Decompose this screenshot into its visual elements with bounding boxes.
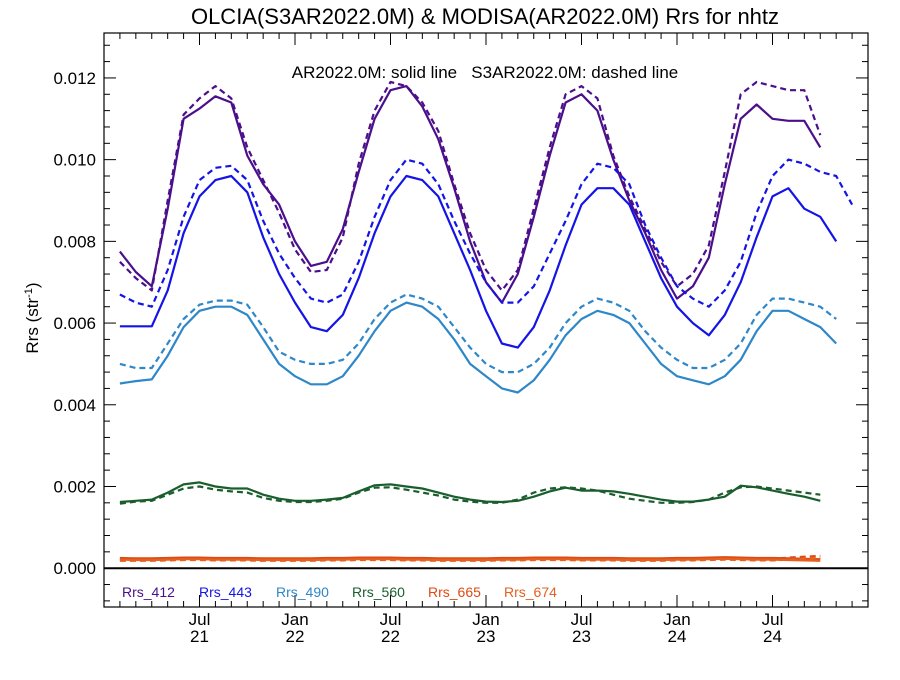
chart-title: OLCIA(S3AR2022.0M) & MODISA(AR2022.0M) R… (191, 4, 779, 29)
series-line-rrs-490-dashed (119, 293, 837, 374)
y-tick-label: 0.010 (53, 151, 96, 170)
chart-annotation: AR2022.0M: solid line S3AR2022.0M: dashe… (292, 63, 679, 82)
legend-entry-rrs-674: Rrs_674 (504, 584, 557, 600)
x-tick-label-year: 22 (286, 627, 305, 646)
series-line-rrs-674-dashed (119, 556, 821, 562)
legend-entry-rrs-412: Rrs_412 (122, 584, 175, 600)
legend-entry-rrs-560: Rrs_560 (352, 584, 405, 600)
series-line-rrs-443-dashed (119, 158, 854, 308)
legend-entry-rrs-665: Rrs_665 (428, 584, 481, 600)
x-tick-label-month: Jul (762, 610, 784, 629)
y-axis-label: Rrs (str-1) (23, 282, 42, 353)
x-tick-label-month: Jan (281, 610, 308, 629)
x-tick-label-year: 24 (763, 627, 782, 646)
series-line-rrs-412-dashed (119, 80, 822, 292)
legend-entry-rrs-443: Rrs_443 (199, 584, 252, 600)
y-tick-label: 0.008 (53, 232, 96, 251)
x-tick-label-year: 21 (190, 627, 209, 646)
x-tick-label-year: 23 (477, 627, 496, 646)
y-tick-label: 0.012 (53, 69, 96, 88)
y-axis-label-superscript: -1 (23, 288, 35, 298)
x-tick-label-year: 24 (668, 627, 687, 646)
y-axis-label-end: ) (23, 282, 42, 288)
y-tick-label: 0.004 (53, 396, 96, 415)
series-line-rrs-412-solid (119, 84, 822, 304)
x-tick-label-month: Jul (571, 610, 593, 629)
series-line-rrs-490-solid (119, 301, 837, 394)
x-tick-label-month: Jan (663, 610, 690, 629)
y-axis-label-main: Rrs (str (23, 298, 42, 354)
x-tick-label-month: Jul (380, 610, 402, 629)
x-tick-label-year: 22 (381, 627, 400, 646)
x-tick-label-month: Jan (472, 610, 499, 629)
series-line-rrs-443-solid (119, 174, 838, 349)
x-tick-label-month: Jul (189, 610, 211, 629)
series-line-rrs-560-dashed (119, 485, 821, 505)
x-tick-label-year: 23 (572, 627, 591, 646)
y-tick-label: 0.006 (53, 314, 96, 333)
y-tick-label: 0.002 (53, 477, 96, 496)
plot-area: 0.0000.0020.0040.0060.0080.0100.012Jul21… (53, 32, 869, 646)
y-tick-label: 0.000 (53, 559, 96, 578)
legend-entry-rrs-490: Rrs_490 (276, 584, 329, 600)
series-line-rrs-560-solid (119, 481, 821, 504)
